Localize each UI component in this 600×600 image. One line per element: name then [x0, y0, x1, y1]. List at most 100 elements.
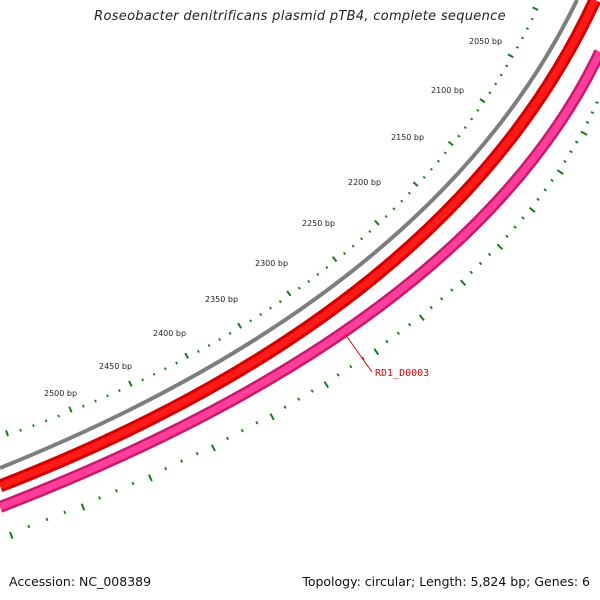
- minor-tick: [574, 140, 579, 144]
- minor-tick: [536, 197, 540, 202]
- major-tick: [323, 381, 330, 389]
- major-tick: [147, 474, 153, 482]
- backbone-ring: [0, 0, 579, 470]
- minor-tick: [487, 252, 492, 257]
- minor-tick: [436, 159, 441, 163]
- minor-tick: [57, 414, 60, 418]
- minor-tick: [27, 524, 31, 529]
- minor-tick: [396, 331, 401, 335]
- minor-tick: [385, 339, 389, 344]
- minor-tick: [82, 404, 85, 408]
- major-tick: [373, 348, 380, 356]
- minor-tick: [499, 73, 503, 77]
- summary-text: Topology: circular; Length: 5,824 bp; Ge…: [302, 574, 590, 589]
- minor-tick: [429, 305, 433, 310]
- minor-tick: [19, 428, 22, 432]
- minor-tick: [478, 261, 483, 266]
- major-tick: [80, 503, 86, 511]
- minor-tick: [283, 405, 287, 409]
- ruler-label: 2100 bp: [431, 86, 464, 95]
- major-tick: [269, 413, 275, 421]
- minor-tick: [269, 306, 272, 310]
- minor-tick: [94, 399, 97, 403]
- minor-tick: [368, 229, 372, 234]
- minor-tick: [44, 419, 48, 423]
- major-tick: [68, 406, 73, 413]
- major-tick: [128, 380, 133, 387]
- minor-tick: [131, 481, 135, 486]
- minor-tick: [450, 288, 454, 292]
- minor-tick: [457, 134, 461, 138]
- minor-tick: [316, 272, 320, 277]
- minor-tick: [195, 451, 199, 456]
- minor-tick: [360, 237, 364, 241]
- minor-tick: [141, 378, 145, 382]
- minor-tick: [164, 466, 168, 471]
- ruler-label: 2350 bp: [205, 295, 238, 304]
- minor-tick: [45, 517, 49, 522]
- page-title: Roseobacter denitrificans plasmid pTB4, …: [94, 9, 506, 24]
- ruler-label: 2500 bp: [44, 389, 77, 398]
- minor-tick: [440, 297, 444, 301]
- major-tick: [556, 169, 564, 175]
- minor-tick: [521, 216, 525, 220]
- minor-tick: [585, 120, 590, 124]
- minor-tick: [595, 101, 599, 105]
- minor-tick: [407, 191, 411, 195]
- ruler-label: 2450 bp: [99, 362, 132, 371]
- minor-tick: [118, 389, 121, 393]
- minor-tick: [310, 389, 314, 393]
- minor-tick: [429, 167, 433, 171]
- minor-tick: [249, 319, 253, 323]
- ruler-tick-ring: [5, 6, 539, 437]
- minor-tick: [218, 337, 222, 341]
- minor-tick: [259, 313, 263, 317]
- minor-tick: [207, 343, 211, 348]
- minor-tick: [476, 108, 480, 112]
- minor-tick: [349, 364, 353, 369]
- minor-tick: [297, 286, 301, 290]
- minor-tick: [488, 91, 492, 95]
- minor-tick: [469, 270, 473, 275]
- minor-tick: [240, 428, 244, 433]
- minor-tick: [197, 349, 200, 353]
- minor-tick: [180, 459, 184, 463]
- ruler-label: 2300 bp: [255, 259, 288, 268]
- major-tick: [374, 219, 380, 226]
- major-tick: [528, 206, 536, 213]
- ruler-label: 2150 bp: [391, 133, 424, 142]
- minor-tick: [494, 82, 498, 86]
- major-tick: [459, 279, 467, 286]
- minor-tick: [530, 17, 534, 21]
- reverse-gene-track: [0, 49, 600, 513]
- minor-tick: [392, 207, 396, 211]
- minor-tick: [152, 372, 156, 376]
- major-tick: [210, 444, 216, 452]
- ruler-label: 2400 bp: [153, 329, 186, 338]
- minor-tick: [505, 234, 509, 239]
- major-tick: [184, 352, 189, 359]
- minor-tick: [515, 46, 519, 49]
- minor-tick: [525, 27, 529, 30]
- minor-tick: [463, 126, 467, 130]
- major-tick: [507, 53, 514, 59]
- minor-tick: [114, 489, 118, 493]
- major-tick: [496, 243, 504, 250]
- feature-label-rd1-d0003[interactable]: RD1_D0003: [375, 368, 429, 379]
- minor-tick: [543, 188, 547, 192]
- major-tick: [580, 130, 588, 136]
- major-tick: [9, 531, 14, 539]
- minor-tick: [325, 266, 329, 270]
- minor-tick: [228, 331, 232, 335]
- minor-tick: [336, 373, 340, 377]
- minor-tick: [106, 394, 109, 398]
- major-tick: [532, 6, 539, 11]
- major-tick: [237, 322, 242, 329]
- minor-tick: [590, 111, 595, 115]
- feature-callout-line: [344, 333, 373, 373]
- minor-tick: [175, 361, 178, 365]
- minor-tick: [443, 151, 447, 155]
- forward-gene-track: [0, 0, 600, 493]
- major-tick: [286, 290, 292, 297]
